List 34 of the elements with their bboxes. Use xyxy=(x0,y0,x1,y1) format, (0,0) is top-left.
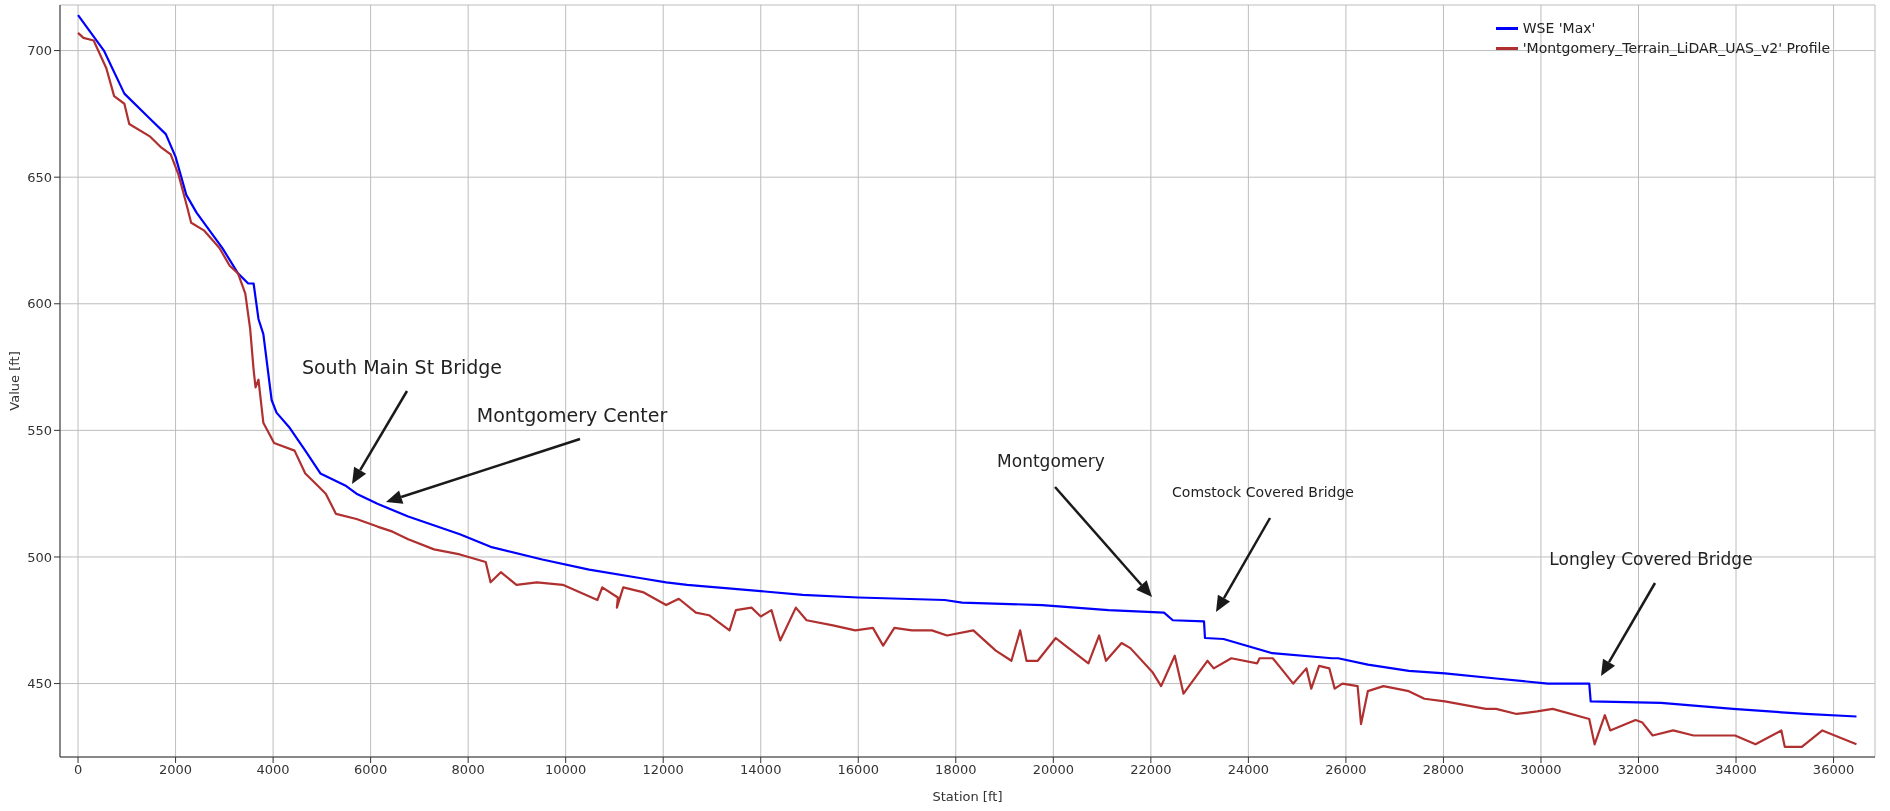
legend-label: 'Montgomery_Terrain_LiDAR_UAS_v2' Profile xyxy=(1522,39,1830,58)
x-tick-label: 36000 xyxy=(1812,762,1855,778)
x-tick-label: 0 xyxy=(73,762,83,778)
x-tick-label: 34000 xyxy=(1715,762,1757,778)
x-tick-label: 14000 xyxy=(740,762,782,778)
x-tick-label: 16000 xyxy=(837,762,879,778)
x-tick-label: 20000 xyxy=(1032,762,1074,778)
x-tick-label: 18000 xyxy=(935,762,977,778)
y-tick-label: 550 xyxy=(27,422,52,438)
x-tick-label: 8000 xyxy=(451,762,485,778)
x-tick-label: 30000 xyxy=(1520,762,1562,778)
x-tick-label: 28000 xyxy=(1422,762,1465,778)
y-tick-label: 650 xyxy=(27,169,52,185)
x-tick-label: 10000 xyxy=(545,762,587,778)
y-tick-label: 700 xyxy=(27,43,52,59)
y-tick-label: 500 xyxy=(27,549,52,565)
x-tick-label: 22000 xyxy=(1130,762,1172,778)
legend-label: WSE 'Max' xyxy=(1522,19,1596,38)
x-tick-label: 32000 xyxy=(1617,762,1660,778)
x-tick-label: 2000 xyxy=(159,762,193,778)
x-tick-label: 26000 xyxy=(1325,762,1367,778)
annotation: Montgomery xyxy=(997,451,1105,471)
x-tick-label: 4000 xyxy=(256,762,290,778)
annotation: Montgomery Center xyxy=(476,403,668,426)
y-tick-label: 450 xyxy=(27,676,52,692)
y-tick-label: 600 xyxy=(27,296,52,312)
x-tick-label: 24000 xyxy=(1227,762,1270,778)
x-axis-title: Station [ft] xyxy=(932,789,1003,804)
y-axis-title: Value [ft] xyxy=(6,351,22,411)
x-tick-label: 12000 xyxy=(642,762,684,778)
annotation: Longley Covered Bridge xyxy=(1549,549,1753,569)
x-tick-label: 6000 xyxy=(354,762,388,778)
annotation: Comstock Covered Bridge xyxy=(1172,484,1354,500)
annotation: South Main St Bridge xyxy=(301,355,503,378)
